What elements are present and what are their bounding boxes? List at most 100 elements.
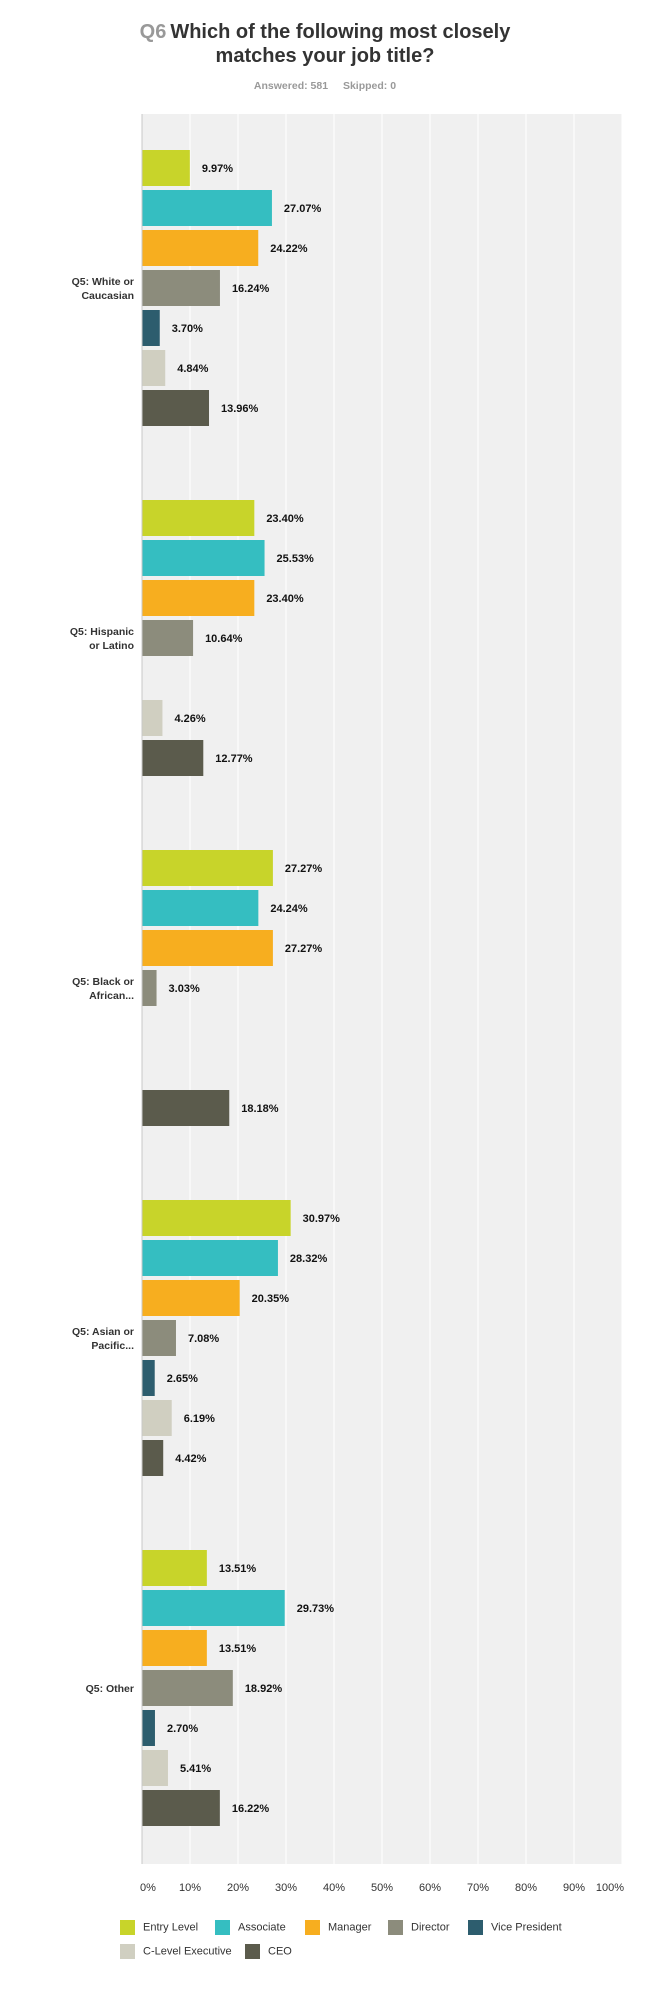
bar-c-level-executive	[142, 350, 166, 386]
legend-swatch	[305, 1920, 320, 1935]
legend-label: Manager	[328, 1921, 372, 1934]
category-label: Pacific...	[91, 1340, 134, 1352]
legend-item: C-Level Executive	[120, 1944, 232, 1959]
category-label: or Latino	[89, 640, 134, 652]
legend-item: Director	[388, 1920, 450, 1935]
bar-vice-president	[142, 1360, 155, 1396]
data-label: 10.64%	[205, 633, 243, 645]
skipped-count: Skipped: 0	[342, 80, 397, 92]
data-label: 5.41%	[180, 1763, 211, 1775]
legend-swatch	[215, 1920, 230, 1935]
data-label: 16.22%	[232, 1803, 270, 1815]
data-label: 23.40%	[266, 593, 304, 605]
bar-entry-level	[142, 850, 273, 886]
legend-label: Vice President	[491, 1921, 562, 1934]
legend-item: Entry Level	[120, 1920, 198, 1935]
bar-associate	[142, 1240, 278, 1276]
category-label: Q5: Black or	[72, 976, 134, 988]
bar-entry-level	[142, 150, 190, 186]
title-line-1: Which of the following most closely	[170, 21, 511, 43]
bar-associate	[142, 540, 265, 576]
data-label: 13.96%	[221, 403, 259, 415]
data-label: 6.19%	[184, 1413, 215, 1425]
data-label: 7.08%	[188, 1333, 219, 1345]
data-label: 13.51%	[219, 1563, 257, 1575]
bar-director	[142, 270, 220, 306]
legend-label: Director	[411, 1921, 450, 1934]
chart-title: Q6 Which of the following most closely ma…	[0, 20, 650, 68]
bar-manager	[142, 230, 259, 266]
x-tick-label: 80%	[515, 1882, 537, 1894]
bar-manager	[142, 930, 273, 966]
category-label: Q5: White or	[72, 276, 134, 288]
data-label: 13.51%	[219, 1643, 257, 1655]
bar-associate	[142, 190, 272, 226]
bar-director	[142, 970, 157, 1006]
bar-c-level-executive	[142, 1400, 172, 1436]
response-summary: Answered: 581 Skipped: 0	[0, 80, 650, 92]
category-label: Q5: Asian or	[72, 1326, 134, 1338]
bar-entry-level	[142, 1550, 207, 1586]
bar-ceo	[142, 1090, 230, 1126]
data-label: 25.53%	[277, 553, 315, 565]
x-tick-label: 30%	[275, 1882, 297, 1894]
data-label: 27.07%	[284, 203, 322, 215]
title-line-2: matches your job title?	[215, 45, 435, 67]
legend-swatch	[120, 1920, 135, 1935]
legend-label: C-Level Executive	[143, 1945, 232, 1958]
legend-item: Associate	[215, 1920, 286, 1935]
bar-associate	[142, 1590, 285, 1626]
data-label: 2.65%	[167, 1373, 198, 1385]
data-label: 3.03%	[169, 983, 200, 995]
bar-ceo	[142, 390, 210, 426]
category-label: Q5: Hispanic	[70, 626, 134, 638]
data-label: 24.22%	[270, 243, 308, 255]
bar-entry-level	[142, 1200, 291, 1236]
data-label: 18.92%	[245, 1683, 283, 1695]
bar-associate	[142, 890, 259, 926]
data-label: 4.84%	[177, 363, 208, 375]
x-tick-label: 10%	[179, 1882, 201, 1894]
data-label: 4.26%	[174, 713, 205, 725]
x-tick-label: 100%	[596, 1882, 624, 1894]
x-tick-label: 50%	[371, 1882, 393, 1894]
bar-director	[142, 1320, 176, 1356]
bar-vice-president	[142, 310, 160, 346]
data-label: 20.35%	[252, 1293, 290, 1305]
category-label: Q5: Other	[86, 1683, 134, 1695]
bar-c-level-executive	[142, 700, 163, 736]
legend-item: CEO	[245, 1944, 292, 1959]
legend-swatch	[245, 1944, 260, 1959]
bar-manager	[142, 580, 255, 616]
answered-count: Answered: 581	[253, 80, 329, 92]
data-label: 24.24%	[270, 903, 308, 915]
data-label: 12.77%	[215, 753, 253, 765]
bar-manager	[142, 1280, 240, 1316]
data-label: 2.70%	[167, 1723, 198, 1735]
data-label: 23.40%	[266, 513, 304, 525]
question-number: Q6	[139, 21, 167, 43]
bar-c-level-executive	[142, 1750, 168, 1786]
x-tick-label: 0%	[140, 1882, 156, 1894]
bar-entry-level	[142, 500, 255, 536]
data-label: 29.73%	[297, 1603, 335, 1615]
legend-swatch	[468, 1920, 483, 1935]
data-label: 30.97%	[303, 1213, 341, 1225]
legend-item: Vice President	[468, 1920, 562, 1935]
x-tick-label: 90%	[563, 1882, 585, 1894]
data-label: 27.27%	[285, 943, 323, 955]
x-tick-label: 40%	[323, 1882, 345, 1894]
legend-swatch	[120, 1944, 135, 1959]
legend-label: CEO	[268, 1945, 292, 1958]
data-label: 28.32%	[290, 1253, 328, 1265]
category-label: African...	[89, 990, 134, 1002]
bar-director	[142, 620, 194, 656]
bar-director	[142, 1670, 233, 1706]
x-tick-label: 60%	[419, 1882, 441, 1894]
bar-ceo	[142, 740, 204, 776]
data-label: 9.97%	[202, 163, 233, 175]
x-tick-label: 20%	[227, 1882, 249, 1894]
x-tick-label: 70%	[467, 1882, 489, 1894]
legend-swatch	[388, 1920, 403, 1935]
bar-ceo	[142, 1790, 220, 1826]
